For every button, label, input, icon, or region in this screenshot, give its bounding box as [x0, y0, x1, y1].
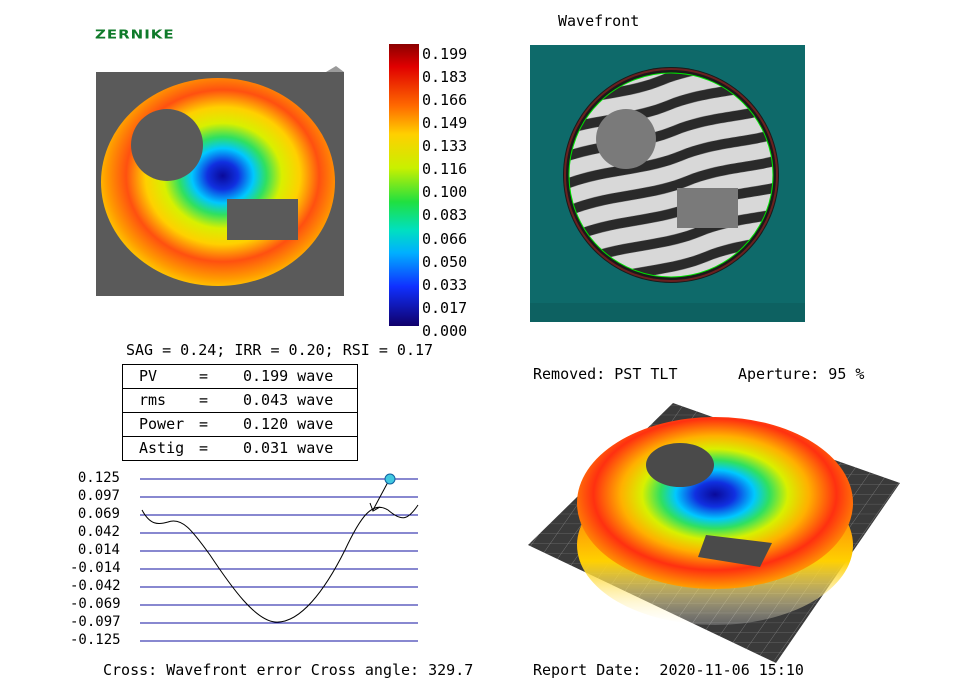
sag-irr-rsi-summary: SAG = 0.24; IRR = 0.20; RSI = 0.17 — [126, 341, 434, 359]
stat-name: Astig — [139, 439, 185, 457]
y-tick-label: 0.097 — [77, 488, 120, 504]
cross-section-curve — [141, 504, 419, 623]
colorbar-label: 0.000 — [422, 322, 468, 340]
colorbar-label: 0.116 — [422, 160, 468, 178]
surface-3d-view — [528, 403, 900, 663]
cursor-handle[interactable] — [384, 473, 396, 485]
colorbar-label: 0.100 — [422, 183, 468, 201]
colorbar-label: 0.050 — [422, 253, 468, 271]
stat-value: 0.043 wave — [243, 391, 334, 409]
colorbar-label: 0.199 — [422, 45, 468, 63]
stat-value: 0.120 wave — [243, 415, 334, 433]
stat-name: PV — [139, 367, 158, 385]
y-tick-label: 0.125 — [77, 470, 120, 486]
stat-value: 0.199 wave — [243, 367, 334, 385]
wavefront-title: Wavefront — [558, 12, 640, 30]
zernike-logo: ZERNIKE — [95, 26, 175, 42]
stat-equals: = — [199, 391, 209, 409]
table-row: Astig = 0.031 wave — [122, 436, 358, 461]
colorbar — [389, 44, 419, 326]
stat-name: Power — [139, 415, 185, 433]
cross-section-plot — [140, 473, 419, 642]
cursor-pointer-line — [372, 481, 389, 511]
colorbar-label: 0.066 — [422, 230, 468, 248]
plot-gridlines — [140, 478, 418, 642]
colorbar-label: 0.133 — [422, 137, 468, 155]
stat-name: rms — [139, 391, 167, 409]
stat-equals: = — [199, 367, 209, 385]
removed-terms: Removed: PST TLT — [533, 365, 678, 383]
table-row: PV = 0.199 wave — [122, 364, 358, 389]
cross-section-caption: Cross: Wavefront error Cross angle: 329.… — [103, 661, 474, 679]
surface-map — [96, 66, 344, 296]
colorbar-label: 0.083 — [422, 206, 468, 224]
statistics-table: PV = 0.199 wave rms = 0.043 wave Power = 0.120… — [122, 364, 358, 461]
y-tick-label: -0.014 — [70, 560, 121, 576]
stat-value: 0.031 wave — [243, 439, 334, 457]
y-tick-label: -0.069 — [70, 596, 121, 612]
y-tick-label: 0.042 — [77, 524, 120, 540]
colorbar-label: 0.183 — [422, 68, 468, 86]
colorbar-label: 0.166 — [422, 91, 468, 109]
colorbar-label: 0.033 — [422, 276, 468, 294]
interferogram-view — [530, 45, 805, 322]
table-row: rms = 0.043 wave — [122, 388, 358, 413]
arrow-head-icon — [369, 502, 381, 512]
colorbar-label: 0.017 — [422, 299, 468, 317]
stat-equals: = — [199, 415, 209, 433]
y-tick-label: 0.069 — [77, 506, 120, 522]
stat-equals: = — [199, 439, 209, 457]
report-date: Report Date: 2020-11-06 15:10 — [533, 661, 804, 679]
aperture-percent: Aperture: 95 % — [738, 365, 865, 383]
table-row: Power = 0.120 wave — [122, 412, 358, 437]
y-tick-label: -0.125 — [70, 632, 121, 648]
y-tick-label: -0.097 — [70, 614, 121, 630]
y-tick-label: -0.042 — [70, 578, 121, 594]
colorbar-label: 0.149 — [422, 114, 468, 132]
y-tick-label: 0.014 — [77, 542, 120, 558]
